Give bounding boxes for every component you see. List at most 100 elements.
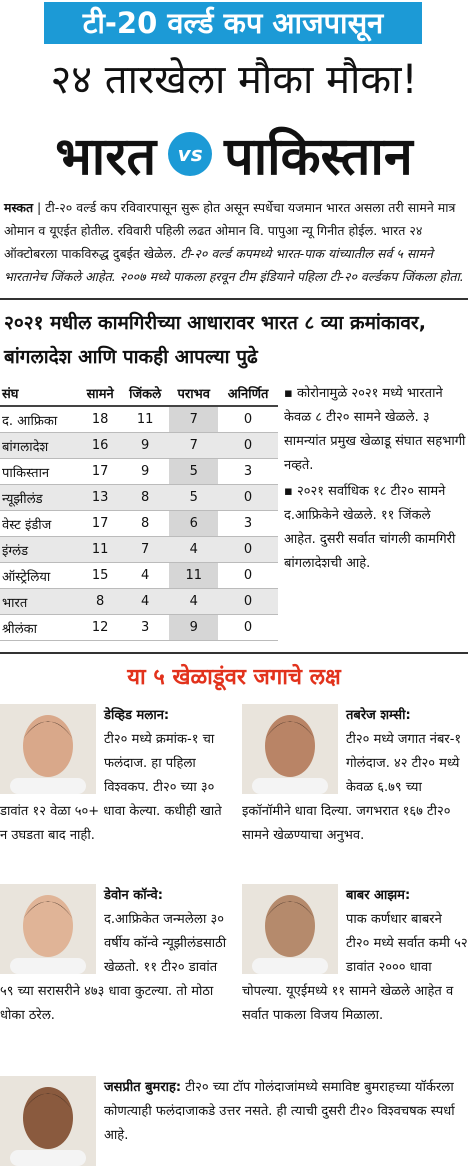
table-cell: 4 bbox=[121, 588, 170, 615]
table-cell: 3 bbox=[121, 614, 170, 641]
player-photo bbox=[242, 704, 338, 794]
table-cell: 0 bbox=[218, 562, 278, 589]
player-text: पाक कर्णधार बाबरने टी२० मध्ये सर्वात कमी… bbox=[242, 912, 468, 1023]
section-title: या ५ खेळाडूंवर जगाचे लक्ष bbox=[127, 665, 341, 690]
table-cell: 0 bbox=[218, 588, 278, 615]
photo-art bbox=[242, 884, 338, 974]
matchup: भारत vs पाकिस्तान bbox=[0, 112, 468, 196]
photo-art bbox=[0, 704, 96, 794]
table-cell: 4 bbox=[169, 536, 219, 563]
photo-art bbox=[0, 884, 96, 974]
table-cell: 4 bbox=[169, 588, 219, 615]
notes: ▪ कोरोनामुळे २०२१ मध्ये भारताने केवळ ८ ट… bbox=[284, 382, 466, 578]
note: ▪ कोरोनामुळे २०२१ मध्ये भारताने केवळ ८ ट… bbox=[284, 386, 466, 473]
table-cell: 9 bbox=[169, 614, 219, 641]
player-photo bbox=[242, 884, 338, 974]
table-row: न्यूझीलंड 13 8 5 0 bbox=[0, 484, 278, 511]
intro: मस्कत | टी-२० वर्ल्ड कप रविवारपासून सुरू… bbox=[4, 196, 464, 288]
table-cell: 8 bbox=[121, 510, 170, 537]
column-header: संघ bbox=[0, 380, 80, 407]
vs-badge: vs bbox=[168, 132, 213, 176]
player-name: बाबर आझम: bbox=[346, 888, 411, 903]
divider bbox=[0, 298, 468, 300]
table-cell: 7 bbox=[169, 406, 219, 433]
player-name: तबरेज शम्सी: bbox=[346, 708, 411, 723]
intro-text: | टी-२० वर्ल्ड कप रविवारपासून सुरू होत अ… bbox=[4, 200, 456, 261]
table-cell: श्रीलंका bbox=[0, 614, 80, 641]
table-row: ऑस्ट्रेलिया 15 4 11 0 bbox=[0, 562, 278, 589]
intro-emphasis: टी-२० वर्ल्ड कपमध्ये भारत-पाक यांच्यातील… bbox=[4, 246, 464, 284]
table-cell: वेस्ट इंडीज bbox=[0, 510, 80, 537]
player-name: जसप्रीत बुमराह: bbox=[104, 1080, 182, 1095]
table-cell: 3 bbox=[218, 458, 278, 485]
headline: २४ तारखेला मौका मौका! bbox=[50, 57, 418, 103]
column-header: पराभव bbox=[169, 380, 219, 407]
table-cell: 13 bbox=[79, 484, 121, 511]
table-row: श्रीलंका 12 3 9 0 bbox=[0, 614, 278, 641]
player-name: डेव्हिड मलान: bbox=[104, 708, 170, 723]
player-photo bbox=[0, 1076, 96, 1166]
dateline: मस्कत bbox=[4, 200, 34, 215]
table-row: इंग्लंड 11 7 4 0 bbox=[0, 536, 278, 563]
photo-art bbox=[242, 704, 338, 794]
table-row: बांगलादेश 16 9 7 0 bbox=[0, 432, 278, 459]
photo-art bbox=[0, 1076, 96, 1166]
table-cell: ऑस्ट्रेलिया bbox=[0, 562, 80, 589]
table-cell: 16 bbox=[79, 432, 121, 459]
divider bbox=[0, 652, 468, 654]
header-row: संघ सामने जिंकले पराभव अनिर्णित bbox=[0, 380, 278, 407]
player-text: टी२० मध्ये जगात नंबर-१ गोलंदाज. ४२ टी२० … bbox=[242, 732, 462, 843]
table-cell: 5 bbox=[169, 458, 219, 485]
table-cell: 0 bbox=[218, 614, 278, 641]
table-cell: 8 bbox=[79, 588, 121, 615]
table-cell: बांगलादेश bbox=[0, 432, 80, 459]
banner: टी-20 वर्ल्ड कप आजपासून bbox=[44, 2, 422, 44]
table-row: भारत 8 4 4 0 bbox=[0, 588, 278, 615]
player-card: डेवोन कॉन्वे: द.आफ्रिकेत जन्मलेला ३० वर्ष… bbox=[0, 884, 232, 1028]
table-cell: पाकिस्तान bbox=[0, 458, 80, 485]
table-cell: 4 bbox=[121, 562, 170, 589]
subhead: २०२१ मधील कामगिरीच्या आधारावर भारत ८ व्य… bbox=[4, 312, 426, 368]
table-cell: 11 bbox=[169, 562, 219, 589]
player-text: टी२० मध्ये क्रमांक-१ चा फलंदाज. हा पहिला… bbox=[0, 732, 222, 843]
table-cell: न्यूझीलंड bbox=[0, 484, 80, 511]
table-cell: 0 bbox=[218, 406, 278, 433]
table-cell: 18 bbox=[79, 406, 121, 433]
player-card: तबरेज शम्सी: टी२० मध्ये जगात नंबर-१ गोलंद… bbox=[242, 704, 468, 848]
table-row: वेस्ट इंडीज 17 8 6 3 bbox=[0, 510, 278, 537]
table-cell: 15 bbox=[79, 562, 121, 589]
table-cell: इंग्लंड bbox=[0, 536, 80, 563]
player-card: बाबर आझम: पाक कर्णधार बाबरने टी२० मध्ये स… bbox=[242, 884, 468, 1028]
player-text: टी२० च्या टॉप गोलंदाजांमध्ये समाविष्ट बु… bbox=[104, 1080, 455, 1143]
column-header: सामने bbox=[79, 380, 121, 407]
table-row: द. आफ्रिका 18 11 7 0 bbox=[0, 406, 278, 433]
team: भारत bbox=[55, 126, 157, 187]
table-cell: भारत bbox=[0, 588, 80, 615]
player-card: जसप्रीत बुमराह: टी२० च्या टॉप गोलंदाजांम… bbox=[0, 1076, 468, 1166]
note: ▪ २०२१ सर्वाधिक १८ टी२० सामने द.आफ्रिकेन… bbox=[284, 484, 456, 571]
table-cell: 7 bbox=[169, 432, 219, 459]
table-cell: 9 bbox=[121, 458, 170, 485]
table-cell: 17 bbox=[79, 510, 121, 537]
player-card: डेव्हिड मलान: टी२० मध्ये क्रमांक-१ चा फलं… bbox=[0, 704, 232, 848]
column-header: जिंकले bbox=[121, 380, 170, 407]
player-photo bbox=[0, 884, 96, 974]
stats-table: संघ सामने जिंकले पराभव अनिर्णित द. आफ्रिका 18 1… bbox=[0, 380, 278, 641]
column-header: अनिर्णित bbox=[218, 380, 278, 407]
table-cell: 8 bbox=[121, 484, 170, 511]
table-cell: 12 bbox=[79, 614, 121, 641]
table-cell: द. आफ्रिका bbox=[0, 406, 80, 433]
table-cell: 0 bbox=[218, 432, 278, 459]
table-cell: 11 bbox=[79, 536, 121, 563]
player-name: डेवोन कॉन्वे: bbox=[104, 888, 163, 903]
table-cell: 11 bbox=[121, 406, 170, 433]
player-photo bbox=[0, 704, 96, 794]
player-text: द.आफ्रिकेत जन्मलेला ३० वर्षीय कॉन्वे न्य… bbox=[0, 912, 227, 1023]
team: पाकिस्तान bbox=[224, 126, 413, 187]
table-cell: 17 bbox=[79, 458, 121, 485]
table-cell: 3 bbox=[218, 510, 278, 537]
table-cell: 0 bbox=[218, 536, 278, 563]
table-cell: 5 bbox=[169, 484, 219, 511]
table-cell: 0 bbox=[218, 484, 278, 511]
